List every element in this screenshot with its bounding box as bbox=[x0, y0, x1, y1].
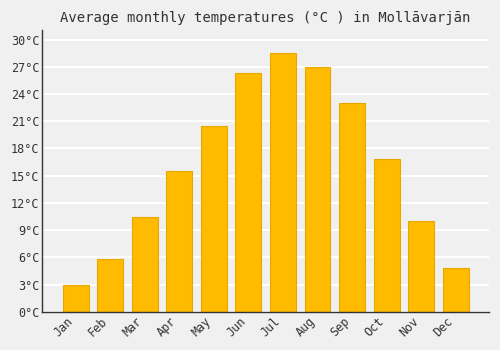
Bar bbox=[339, 103, 365, 312]
Bar bbox=[304, 67, 330, 312]
Bar bbox=[166, 171, 192, 312]
Title: Average monthly temperatures (°C ) in Mollāvarjān: Average monthly temperatures (°C ) in Mo… bbox=[60, 11, 471, 25]
Bar bbox=[97, 259, 123, 312]
Bar bbox=[408, 221, 434, 312]
Bar bbox=[201, 126, 227, 312]
Bar bbox=[236, 73, 262, 312]
Bar bbox=[374, 159, 400, 312]
Bar bbox=[270, 53, 296, 312]
Bar bbox=[62, 285, 88, 312]
Bar bbox=[442, 268, 468, 312]
Bar bbox=[132, 217, 158, 312]
